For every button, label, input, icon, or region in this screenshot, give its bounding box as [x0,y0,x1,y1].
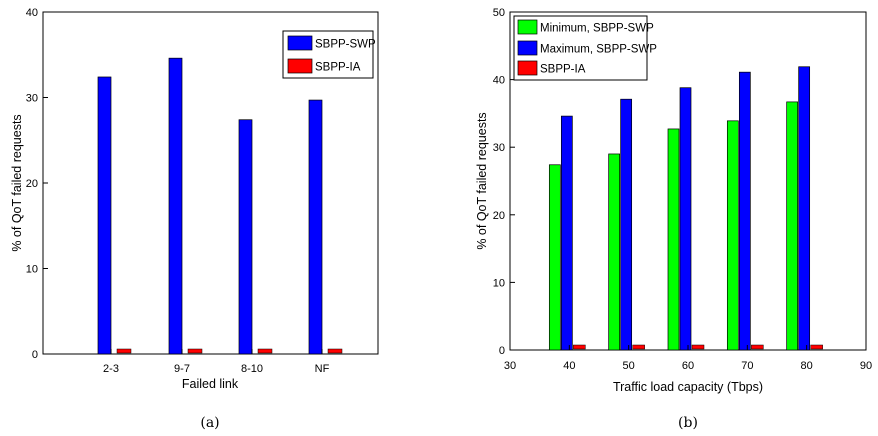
chart-b-y-tick-label: 10 [493,277,505,289]
chart-a-x-tick-label: 8-10 [241,363,263,375]
chart-b-legend-swatch-ia [517,60,538,76]
chart-a-bar-swp [238,119,253,355]
chart-b-bar-ia [751,344,764,350]
chart-b-bar-max [679,87,692,351]
chart-b-bar-min [726,120,739,351]
chart-b-y-ticks: 0 10 20 30 40 50 [493,7,515,357]
chart-a: 0 10 20 30 40 2-3 9-7 8-10 NF Failed link % of … [10,7,379,431]
chart-a-caption: (a) [200,415,219,431]
chart-b-bar-ia [573,344,586,350]
chart-b-bar-max [620,98,633,351]
chart-a-bar-swp [168,57,183,355]
chart-b-bar-min [548,164,561,351]
chart-b-y-tick-label: 50 [493,7,505,19]
chart-b-bar-min [608,153,621,351]
chart-a-y-tick-label: 40 [26,7,38,19]
chart-b-x-tick-label: 70 [741,360,753,372]
chart-a-bars [97,57,343,355]
chart-a-legend-label-ia: SBPP-IA [315,62,361,74]
chart-b: 0 10 20 30 40 50 30 40 50 60 70 80 90 Traffic load … [475,7,872,431]
chart-a-bar-ia [187,348,203,354]
chart-b-x-tick-label: 60 [682,360,694,372]
chart-b-x-ticks: 30 40 50 60 70 80 90 [504,345,872,372]
chart-b-bar-max [798,66,811,351]
chart-a-legend-label-swp: SBPP-SWP [315,39,376,51]
chart-a-legend: SBPP-SWP SBPP-IA [282,30,376,79]
chart-b-bar-ia [691,344,705,350]
chart-b-bar-ia [810,344,823,350]
chart-b-x-tick-label: 50 [623,360,635,372]
chart-a-y-tick-label: 20 [26,178,38,190]
chart-b-x-tick-label: 90 [860,360,872,372]
chart-a-x-ticks: 2-3 9-7 8-10 NF [103,349,330,375]
chart-b-legend-swatch-min [517,19,538,35]
chart-a-bar-ia [257,348,273,354]
chart-b-legend: Minimum, SBPP-SWP Maximum, SBPP-SWP SBPP… [513,15,657,81]
chart-b-bar-min [667,128,680,351]
chart-a-x-tick-label: 9-7 [174,363,190,375]
chart-b-y-tick-label: 20 [493,210,505,222]
chart-b-y-axis-label: % of QoT failed requests [475,112,489,249]
chart-a-legend-swatch-ia [287,58,313,74]
chart-b-caption: (b) [678,415,698,431]
chart-b-bar-ia [632,344,645,350]
chart-a-bar-swp [308,99,323,355]
chart-b-legend-label-min: Minimum, SBPP-SWP [540,23,654,35]
chart-a-y-ticks: 0 10 20 30 40 [26,7,48,361]
chart-b-y-tick-label: 30 [493,142,505,154]
chart-a-bar-ia [116,348,132,354]
chart-b-legend-swatch-max [517,40,538,56]
chart-a-y-axis-label: % of QoT failed requests [10,114,24,251]
chart-b-x-tick-label: 40 [563,360,575,372]
chart-b-y-tick-label: 0 [499,345,505,357]
chart-a-y-tick-label: 10 [26,264,38,276]
chart-a-legend-swatch-swp [287,35,313,51]
chart-b-x-tick-label: 80 [801,360,813,372]
chart-b-bar-max [738,71,751,351]
chart-b-bar-max [560,115,573,351]
chart-b-legend-label-ia: SBPP-IA [540,64,586,76]
chart-a-x-tick-label: NF [315,363,330,375]
chart-b-bars [548,66,823,351]
chart-a-x-axis-label: Failed link [182,377,239,391]
chart-b-y-tick-label: 40 [493,75,505,87]
chart-a-bar-ia [327,348,343,354]
chart-b-x-tick-label: 30 [504,360,516,372]
chart-b-bar-min [786,101,799,351]
chart-a-x-tick-label: 2-3 [103,363,119,375]
chart-a-y-tick-label: 30 [26,93,38,105]
chart-b-x-axis-label: Traffic load capacity (Tbps) [613,380,763,394]
chart-a-y-tick-label: 0 [32,349,38,361]
chart-a-bar-swp [97,76,112,355]
chart-b-legend-label-max: Maximum, SBPP-SWP [540,44,657,56]
